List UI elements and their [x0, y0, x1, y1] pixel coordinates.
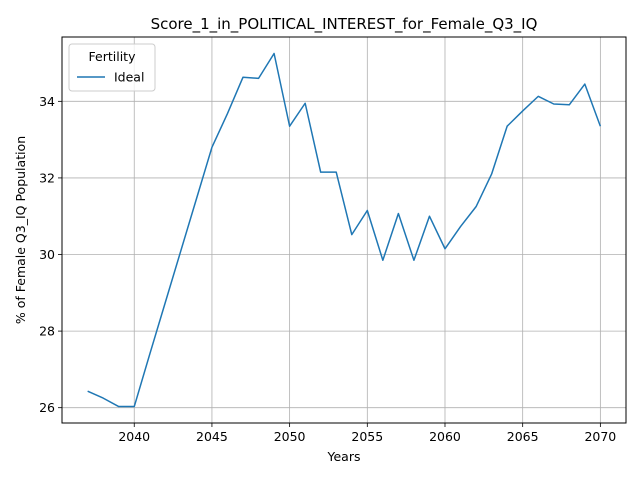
chart-title: Score_1_in_POLITICAL_INTEREST_for_Female…: [151, 15, 538, 34]
x-tick-label: 2070: [584, 429, 616, 444]
y-axis-label: % of Female Q3_IQ Population: [13, 136, 28, 324]
legend-entry-ideal: Ideal: [114, 70, 144, 85]
y-tick-label: 34: [39, 94, 55, 109]
x-axis-label: Years: [327, 449, 361, 464]
x-tick-label: 2045: [196, 429, 228, 444]
x-tick-label: 2060: [429, 429, 461, 444]
legend-title: Fertility: [89, 49, 137, 64]
y-tick-label: 30: [39, 247, 55, 262]
grid-lines: [62, 37, 626, 423]
series-line-ideal: [87, 52, 602, 408]
x-tick-label: 2050: [274, 429, 306, 444]
y-tick-label: 26: [39, 400, 55, 415]
y-tick-label: 28: [39, 324, 55, 339]
y-tick-label: 32: [39, 170, 55, 185]
x-tick-label: 2040: [118, 429, 150, 444]
x-tick-label: 2065: [507, 429, 539, 444]
legend: Fertility Ideal: [68, 43, 156, 92]
plot-frame: [61, 36, 627, 424]
x-tick-label: 2055: [351, 429, 383, 444]
axis-ticks: 2040 2045 2050 2055 2060 2065 2070 26 28 30 32 34: [39, 94, 616, 444]
legend-box: [68, 43, 156, 92]
series-lines: [87, 52, 602, 408]
